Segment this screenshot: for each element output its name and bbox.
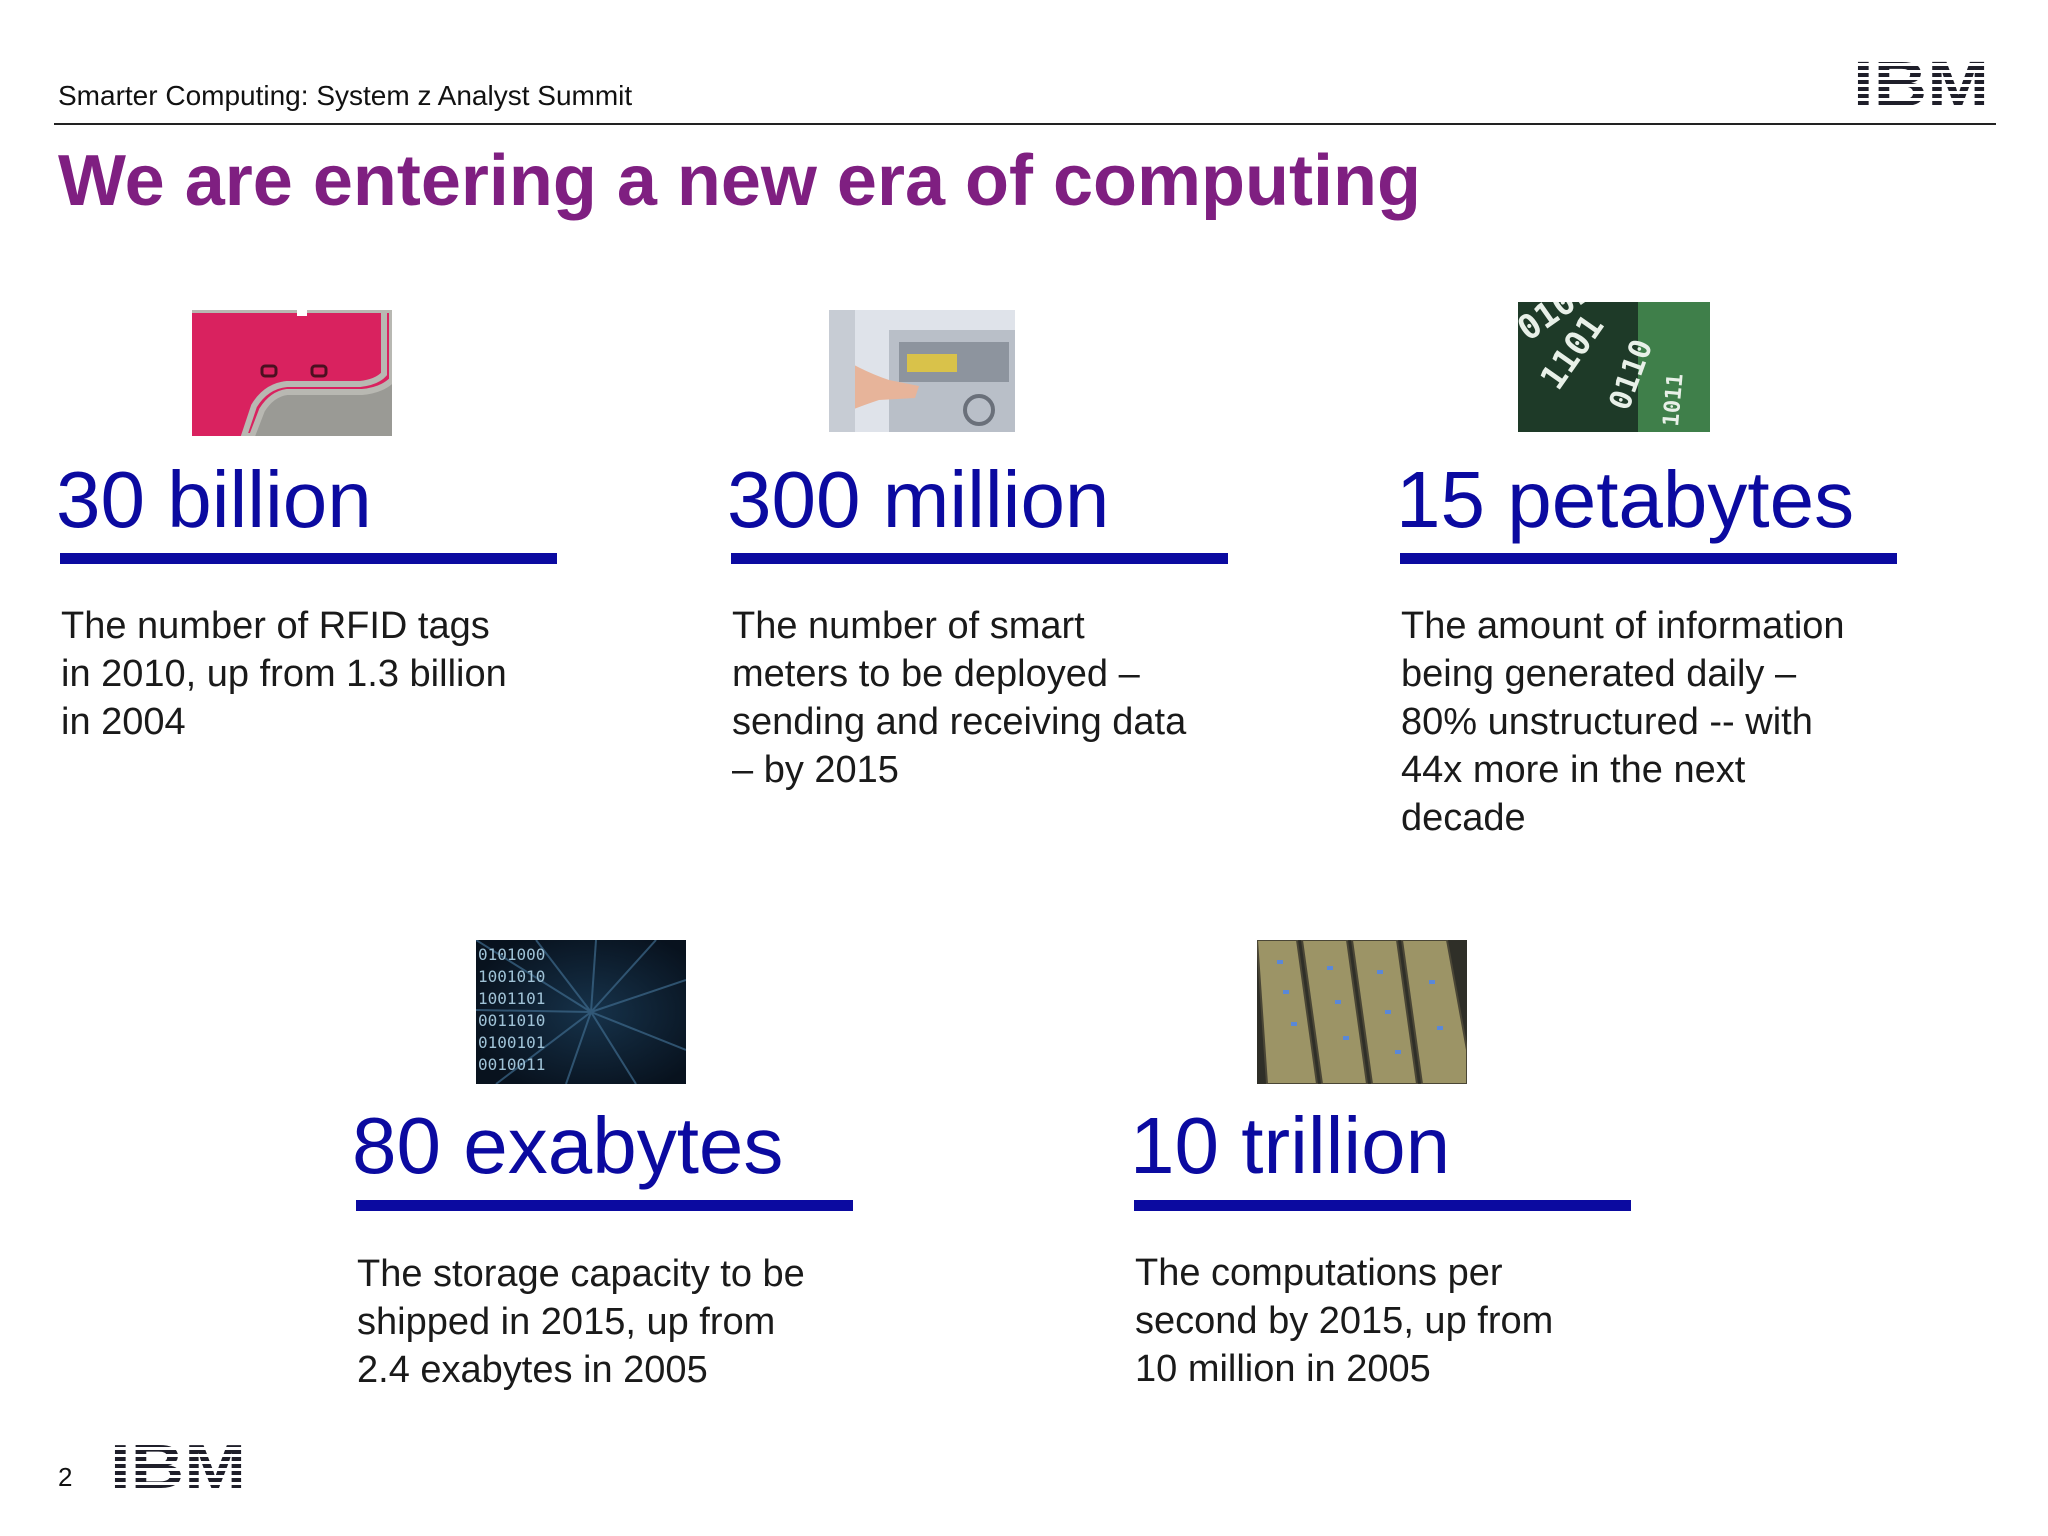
binary-tunnel-photo: 0101000 1001010 1001101 0011010 0100101 001… xyxy=(476,940,686,1084)
stat-underline xyxy=(731,553,1228,564)
stat-value: 300 million xyxy=(727,455,1110,544)
header-divider xyxy=(54,123,1996,125)
binary-digits-photo: 0101 1101 0110 1011 xyxy=(1518,302,1710,432)
slide-header-subtitle: Smarter Computing: System z Analyst Summ… xyxy=(58,80,633,111)
svg-text:1011: 1011 xyxy=(1659,373,1689,428)
ibm-logo-footer: IBM xyxy=(110,1436,248,1490)
stat-underline xyxy=(1400,553,1897,564)
stat-value: 30 billion xyxy=(56,455,372,544)
page-number: 2 xyxy=(58,1462,73,1492)
stat-description: The number of smart meters to be deploye… xyxy=(732,605,1187,791)
svg-text:1001010: 1001010 xyxy=(478,967,545,986)
stat-underline xyxy=(356,1200,853,1211)
svg-text:0011010: 0011010 xyxy=(478,1011,545,1030)
rfid-tag-photo xyxy=(192,310,392,436)
stat-value: 80 exabytes xyxy=(352,1101,784,1190)
svg-text:0100101: 0100101 xyxy=(478,1033,545,1052)
page-title: We are entering a new era of computing xyxy=(58,141,1421,221)
svg-text:1001101: 1001101 xyxy=(478,989,545,1008)
stat-underline xyxy=(60,553,557,564)
smart-meter-photo xyxy=(829,310,1015,432)
svg-text:0010011: 0010011 xyxy=(478,1055,545,1074)
stat-description: The computations per second by 2015, up … xyxy=(1135,1252,1554,1390)
ibm-logo: IBM xyxy=(1853,52,1991,110)
stat-description: The amount of information being generate… xyxy=(1401,605,1845,839)
ibm-logo-text: IBM xyxy=(110,1436,246,1490)
stat-description: The number of RFID tags in 2010, up from… xyxy=(61,605,507,743)
stat-value: 10 trillion xyxy=(1130,1101,1451,1190)
stat-value: 15 petabytes xyxy=(1396,455,1855,544)
server-rack-photo xyxy=(1257,940,1467,1084)
stat-underline xyxy=(1134,1200,1631,1211)
stat-description: The storage capacity to be shipped in 20… xyxy=(357,1253,805,1391)
ibm-logo-text: IBM xyxy=(1853,52,1989,110)
svg-text:0101000: 0101000 xyxy=(478,945,545,964)
